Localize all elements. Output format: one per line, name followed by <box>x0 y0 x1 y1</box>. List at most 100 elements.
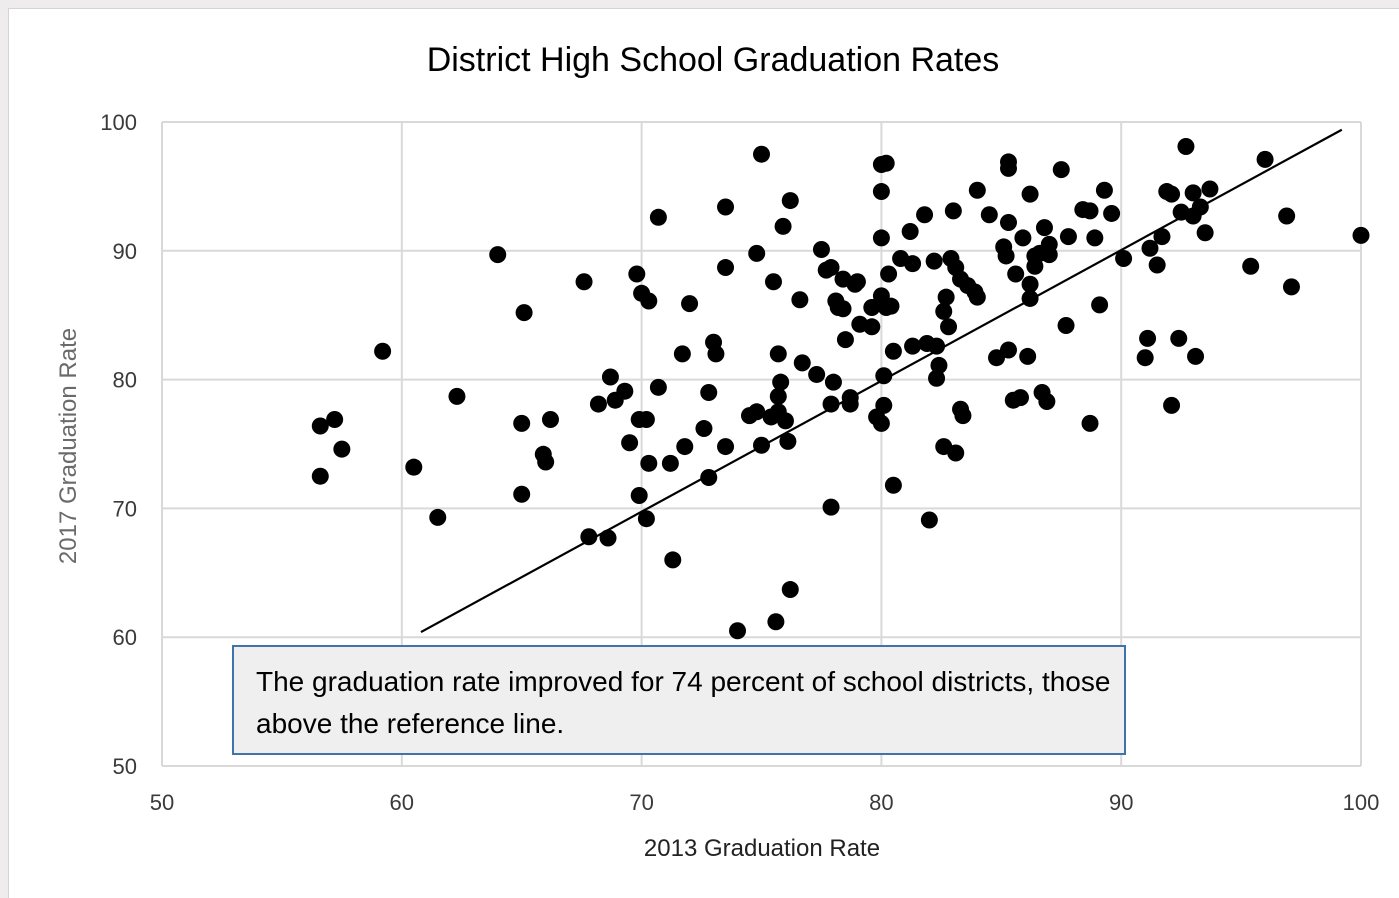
data-point <box>904 255 922 273</box>
data-point <box>333 440 351 458</box>
data-point <box>1170 329 1188 347</box>
data-point <box>793 354 811 372</box>
data-points <box>311 137 1370 640</box>
data-point <box>769 387 787 405</box>
x-tick-label: 70 <box>629 790 653 815</box>
x-tick-label: 60 <box>390 790 414 815</box>
data-point <box>1057 317 1075 335</box>
data-point <box>489 246 507 264</box>
data-point <box>875 396 893 414</box>
data-point <box>968 288 986 306</box>
data-point <box>1196 224 1214 242</box>
annotation-box: The graduation rate improved for 74 perc… <box>232 645 1126 755</box>
data-point <box>928 337 946 355</box>
data-point <box>649 378 667 396</box>
data-point <box>1103 204 1121 222</box>
data-point <box>537 453 555 471</box>
data-point <box>791 291 809 309</box>
data-point <box>999 213 1017 231</box>
data-point <box>944 202 962 220</box>
data-point <box>729 622 747 640</box>
data-point <box>968 181 986 199</box>
data-point <box>405 458 423 476</box>
data-point <box>637 510 655 528</box>
y-tick-label: 90 <box>113 239 137 264</box>
data-point <box>1038 392 1056 410</box>
data-point <box>872 414 890 432</box>
data-point <box>1026 257 1044 275</box>
data-point <box>429 508 447 526</box>
data-point <box>374 342 392 360</box>
data-point <box>880 265 898 283</box>
data-point <box>875 367 893 385</box>
data-point <box>774 217 792 235</box>
data-point <box>1136 349 1154 367</box>
data-point <box>925 252 943 270</box>
data-point <box>822 498 840 516</box>
data-point <box>901 222 919 240</box>
data-point <box>812 241 830 259</box>
x-axis-label: 2013 Graduation Rate <box>644 835 880 862</box>
data-point <box>916 206 934 224</box>
data-point <box>676 438 694 456</box>
data-point <box>1019 347 1037 365</box>
data-point <box>1184 184 1202 202</box>
x-tick-label: 90 <box>1109 790 1133 815</box>
data-point <box>1278 207 1296 225</box>
data-point <box>541 411 559 429</box>
data-point <box>882 297 900 315</box>
data-point <box>513 414 531 432</box>
data-point <box>717 438 735 456</box>
data-point <box>580 528 598 546</box>
data-point <box>1007 265 1025 283</box>
x-tick-label: 80 <box>869 790 893 815</box>
data-point <box>769 345 787 363</box>
data-point <box>940 318 958 336</box>
data-point <box>822 395 840 413</box>
data-point <box>1081 202 1099 220</box>
data-point <box>836 331 854 349</box>
data-point <box>1115 250 1133 268</box>
data-point <box>621 434 639 452</box>
data-point <box>717 259 735 277</box>
y-tick-label: 100 <box>100 110 137 135</box>
data-point <box>954 407 972 425</box>
data-point <box>513 485 531 503</box>
data-point <box>1021 275 1039 293</box>
data-point <box>937 288 955 306</box>
data-point <box>1059 228 1077 246</box>
y-tick-label: 60 <box>113 625 137 650</box>
data-point <box>1163 185 1181 203</box>
data-point <box>1177 137 1195 155</box>
data-point <box>695 420 713 438</box>
data-point <box>928 369 946 387</box>
data-point <box>1021 185 1039 203</box>
data-point <box>884 476 902 494</box>
data-point <box>767 613 785 631</box>
data-point <box>515 304 533 322</box>
data-point <box>904 337 922 355</box>
chart-title: District High School Graduation Rates <box>427 41 1000 79</box>
data-point <box>599 529 617 547</box>
data-point <box>764 273 782 291</box>
data-point <box>748 244 766 262</box>
reference-line <box>420 128 1343 634</box>
data-point <box>1014 229 1032 247</box>
data-point <box>616 382 634 400</box>
data-point <box>637 411 655 429</box>
data-point <box>999 341 1017 359</box>
data-point <box>649 208 667 226</box>
data-point <box>834 300 852 318</box>
data-point <box>808 365 826 383</box>
data-point <box>1242 257 1260 275</box>
data-point <box>630 487 648 505</box>
data-point <box>575 273 593 291</box>
data-point <box>311 467 329 485</box>
data-point <box>1052 161 1070 179</box>
data-point <box>884 342 902 360</box>
data-point <box>640 292 658 310</box>
x-tick-label: 50 <box>150 790 174 815</box>
data-point <box>311 417 329 435</box>
data-point <box>1141 239 1159 257</box>
